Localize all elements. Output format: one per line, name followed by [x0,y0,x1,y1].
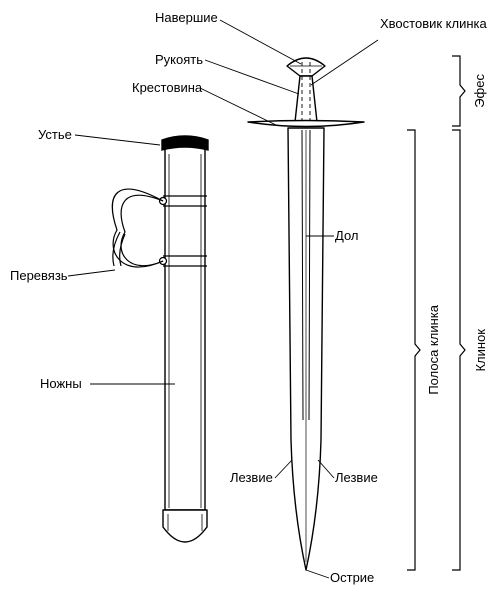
label-edge_l: Лезвие [230,470,273,485]
label-scabbard: Ножны [40,376,82,391]
label-cross: Крестовина [132,80,202,95]
label-baldric: Перевязь [10,268,68,283]
label-throat: Устье [38,127,72,142]
label-blade_strip: Полоса клинка [426,305,441,395]
label-blade: Клинок [473,329,488,372]
label-hilt: Эфес [472,74,487,108]
label-tang: Хвостовик клинка [380,16,487,31]
label-edge_r: Лезвие [335,470,378,485]
label-fuller: Дол [335,228,358,243]
label-grip: Рукоять [155,52,203,67]
label-pommel: Навершие [155,10,218,25]
label-point: Острие [330,570,374,585]
